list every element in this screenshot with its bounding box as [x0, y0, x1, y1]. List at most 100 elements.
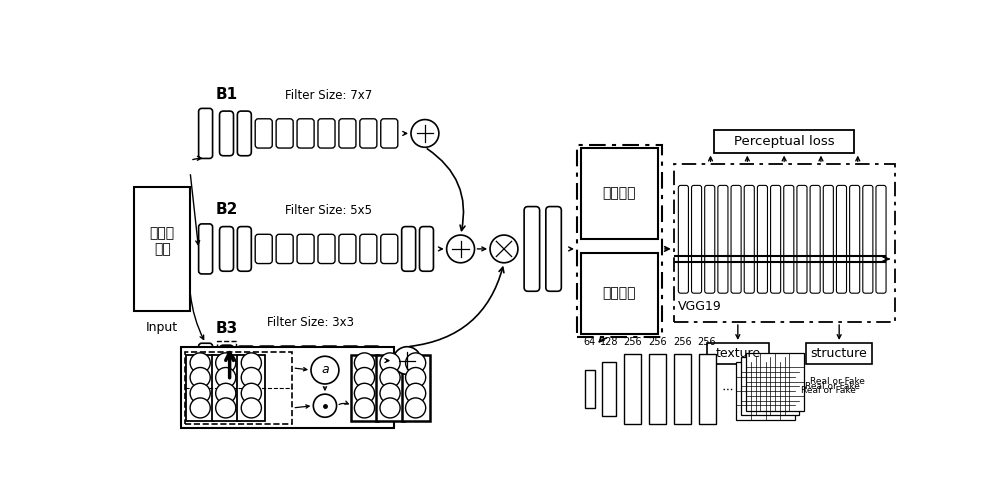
Text: Real or Fake: Real or Fake	[805, 382, 860, 391]
Text: 256: 256	[648, 337, 667, 347]
FancyBboxPatch shape	[297, 234, 314, 264]
Text: 生成图像: 生成图像	[603, 186, 636, 200]
FancyBboxPatch shape	[420, 227, 433, 271]
Circle shape	[190, 398, 210, 418]
Bar	[736, 362, 795, 420]
Circle shape	[354, 384, 375, 403]
Circle shape	[241, 353, 261, 373]
Circle shape	[241, 368, 261, 387]
Text: Perceptual loss: Perceptual loss	[734, 135, 834, 148]
FancyBboxPatch shape	[318, 234, 335, 264]
Bar	[577, 145, 662, 338]
Text: Input: Input	[146, 321, 178, 334]
Circle shape	[241, 384, 261, 403]
Circle shape	[313, 394, 337, 417]
Text: Filter Size: 5x5: Filter Size: 5x5	[285, 204, 372, 217]
Text: Real or Fake: Real or Fake	[810, 377, 865, 386]
Bar	[674, 164, 895, 322]
FancyBboxPatch shape	[876, 185, 886, 293]
Bar	[181, 347, 394, 428]
Circle shape	[190, 368, 210, 387]
FancyBboxPatch shape	[363, 346, 380, 375]
FancyBboxPatch shape	[381, 234, 398, 264]
Circle shape	[354, 398, 375, 418]
FancyBboxPatch shape	[850, 185, 860, 293]
Text: VGG19: VGG19	[678, 300, 722, 313]
Text: 256: 256	[673, 337, 692, 347]
Text: B2: B2	[216, 202, 238, 217]
Circle shape	[380, 384, 400, 403]
Circle shape	[406, 368, 426, 387]
FancyBboxPatch shape	[731, 185, 741, 293]
Bar	[402, 355, 430, 421]
FancyBboxPatch shape	[678, 185, 688, 293]
Circle shape	[406, 353, 426, 373]
FancyBboxPatch shape	[836, 185, 847, 293]
FancyBboxPatch shape	[237, 111, 251, 156]
Circle shape	[411, 120, 439, 147]
Bar	[714, 129, 854, 153]
FancyBboxPatch shape	[757, 185, 767, 293]
Circle shape	[190, 384, 210, 403]
FancyBboxPatch shape	[342, 346, 359, 375]
FancyBboxPatch shape	[546, 207, 561, 291]
FancyBboxPatch shape	[321, 346, 338, 375]
FancyBboxPatch shape	[300, 346, 317, 375]
FancyBboxPatch shape	[276, 234, 293, 264]
Circle shape	[354, 368, 375, 387]
FancyBboxPatch shape	[220, 345, 234, 376]
Circle shape	[216, 384, 236, 403]
Bar	[212, 355, 240, 421]
Text: 128: 128	[600, 337, 619, 347]
Circle shape	[406, 384, 426, 403]
Bar	[649, 355, 666, 424]
FancyBboxPatch shape	[823, 185, 833, 293]
Text: texture: texture	[715, 347, 760, 360]
Bar	[581, 148, 658, 239]
Text: structure: structure	[811, 347, 868, 360]
FancyBboxPatch shape	[692, 185, 702, 293]
Circle shape	[447, 235, 475, 263]
Circle shape	[393, 347, 421, 374]
Bar	[134, 187, 190, 311]
FancyBboxPatch shape	[237, 346, 254, 375]
Bar	[237, 355, 265, 421]
Text: 待修复
图像: 待修复 图像	[150, 226, 175, 256]
Bar	[806, 343, 872, 364]
Circle shape	[216, 398, 236, 418]
FancyBboxPatch shape	[255, 234, 272, 264]
FancyBboxPatch shape	[258, 346, 275, 375]
Bar	[186, 355, 214, 421]
Bar	[707, 343, 769, 364]
Bar	[746, 353, 804, 411]
Circle shape	[354, 353, 375, 373]
Circle shape	[406, 398, 426, 418]
FancyBboxPatch shape	[360, 234, 377, 264]
FancyBboxPatch shape	[381, 119, 398, 148]
FancyBboxPatch shape	[199, 343, 213, 378]
FancyBboxPatch shape	[318, 119, 335, 148]
Text: 256: 256	[623, 337, 642, 347]
FancyBboxPatch shape	[744, 185, 754, 293]
FancyBboxPatch shape	[524, 207, 540, 291]
Bar	[185, 352, 292, 424]
Circle shape	[216, 368, 236, 387]
Bar	[217, 341, 236, 381]
Bar	[585, 370, 595, 408]
Text: Filter Size: 3x3: Filter Size: 3x3	[267, 316, 354, 329]
FancyBboxPatch shape	[297, 119, 314, 148]
Circle shape	[380, 368, 400, 387]
FancyBboxPatch shape	[199, 108, 213, 158]
FancyBboxPatch shape	[863, 185, 873, 293]
Bar	[698, 355, 716, 424]
FancyBboxPatch shape	[237, 227, 251, 271]
Bar	[674, 355, 691, 424]
Bar	[581, 253, 658, 334]
Circle shape	[380, 398, 400, 418]
Circle shape	[380, 353, 400, 373]
FancyBboxPatch shape	[718, 185, 728, 293]
Text: B1: B1	[216, 87, 238, 102]
Bar	[602, 362, 616, 416]
FancyBboxPatch shape	[705, 185, 715, 293]
Bar	[741, 357, 799, 415]
